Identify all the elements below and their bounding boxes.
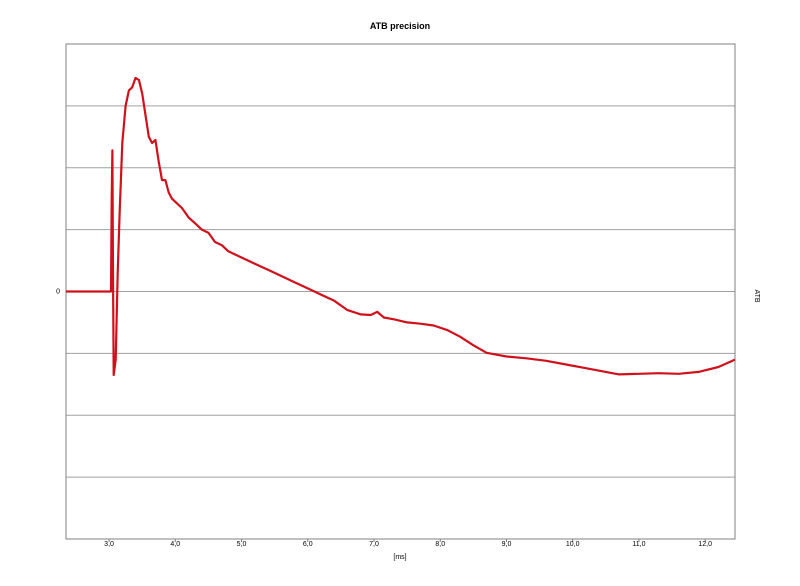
x-axis-label: [ms] — [393, 554, 406, 561]
x-tick-label: 8,0 — [435, 541, 445, 548]
y-axis-label-right: ATB — [753, 289, 760, 302]
x-tick-label: 9,0 — [502, 541, 512, 548]
x-tick-label: 4,0 — [170, 541, 180, 548]
x-tick-label: 7,0 — [369, 541, 379, 548]
x-tick-label: 12,0 — [698, 541, 712, 548]
x-tick-label: 6,0 — [303, 541, 313, 548]
series-line — [66, 76, 736, 377]
y-tick-label: 0 — [56, 289, 60, 296]
grid — [66, 105, 735, 478]
chart-title: ATB precision — [370, 21, 430, 31]
x-axis-ticks: 3,0 4,0 5,0 6,0 7,0 8,0 9,0 10,0 11,0 12,0 — [104, 539, 712, 548]
x-tick-label: 5,0 — [237, 541, 247, 548]
x-tick-label: 3,0 — [104, 541, 114, 548]
x-tick-label: 11,0 — [632, 541, 645, 548]
x-tick-label: 10,0 — [566, 541, 580, 548]
y-axis-ticks: 0 — [56, 289, 60, 296]
